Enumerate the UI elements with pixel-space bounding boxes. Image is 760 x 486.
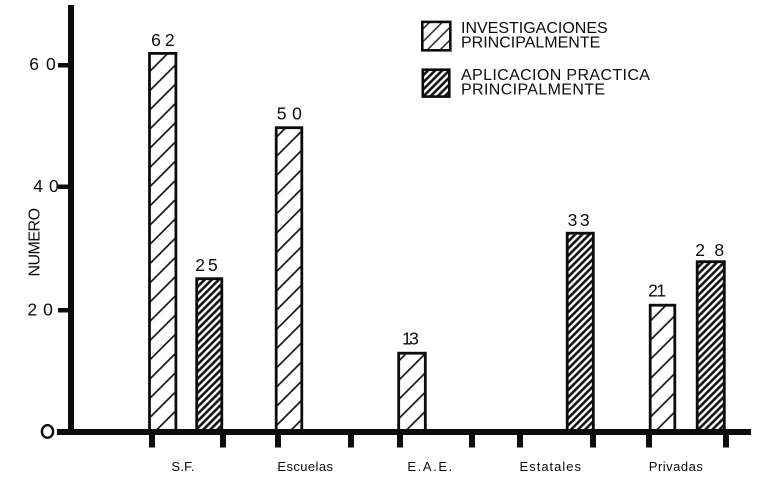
svg-text:PRINCIPALMENTE: PRINCIPALMENTE	[461, 34, 600, 51]
svg-text:PRINCIPALMENTE: PRINCIPALMENTE	[461, 82, 605, 99]
svg-text:Escuelas: Escuelas	[277, 459, 333, 474]
svg-text:S.F.: S.F.	[171, 459, 194, 474]
svg-text:13: 13	[402, 328, 419, 348]
svg-text:Privadas: Privadas	[649, 459, 704, 474]
svg-text:APLICACION PRACTICA: APLICACION PRACTICA	[461, 67, 650, 84]
svg-text:E.A.E.: E.A.E.	[407, 459, 453, 474]
svg-text:Estatales: Estatales	[520, 459, 582, 474]
svg-text:21: 21	[648, 281, 666, 301]
svg-text:NUMERO: NUMERO	[26, 208, 43, 276]
svg-text:INVESTIGACIONES: INVESTIGACIONES	[461, 20, 608, 37]
